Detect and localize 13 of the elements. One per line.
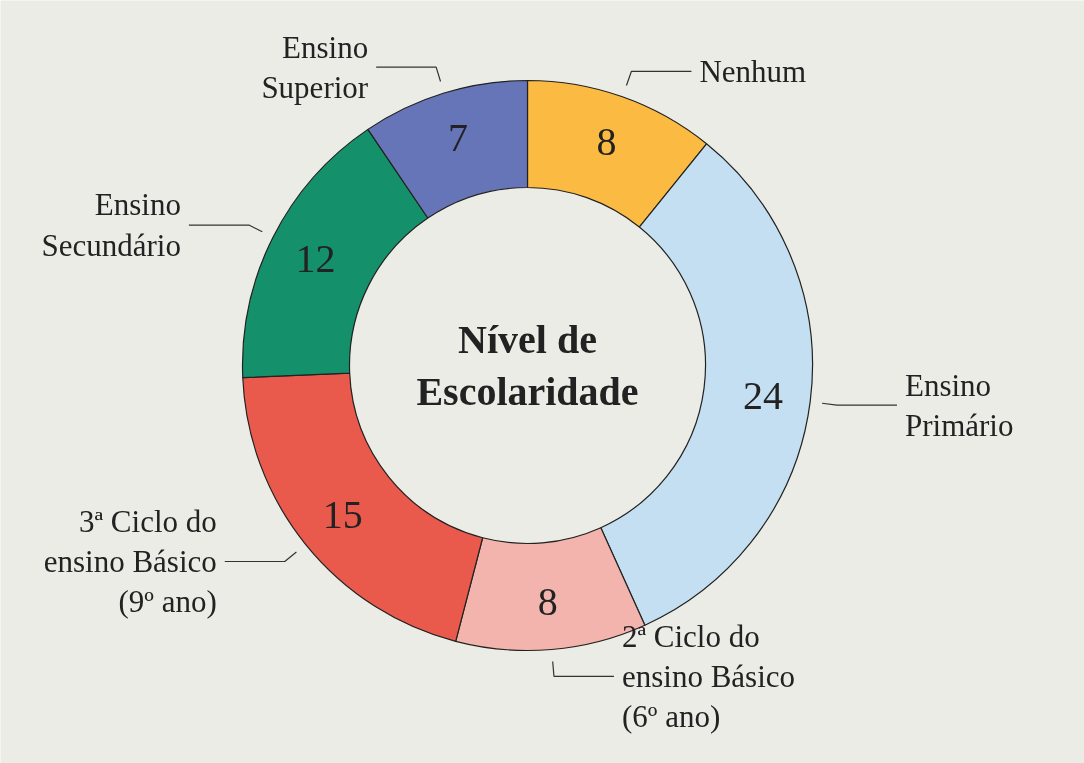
data-label: 8 <box>537 579 558 625</box>
slice-label: 2ª Ciclo do ensino Básico (6º ano) <box>621 618 796 735</box>
slice-label: 3ª Ciclo do ensino Básico (9º ano) <box>43 503 217 620</box>
slice-label: Ensino Primário <box>904 367 1014 443</box>
slice-label: Ensino Secundário <box>41 187 181 263</box>
data-label: 12 <box>295 235 336 281</box>
text: Nível de Escolaridade <box>416 317 639 414</box>
data-label: 8 <box>596 118 617 164</box>
slice-label: Ensino Superior <box>261 29 369 105</box>
data-label: 15 <box>322 491 363 537</box>
data-label: 7 <box>447 115 468 161</box>
data-label: 24 <box>743 372 784 418</box>
slice-label: Nenhum <box>699 53 807 89</box>
